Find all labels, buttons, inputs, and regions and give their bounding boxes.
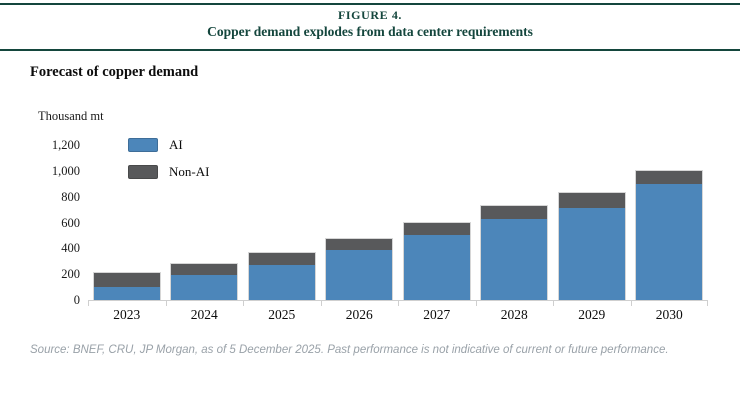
legend-label: Non-AI: [169, 164, 210, 179]
bar-column: [243, 145, 321, 300]
chart-subtitle: Forecast of copper demand: [30, 64, 199, 80]
bar-column: [88, 145, 166, 300]
legend-item: AI: [128, 137, 209, 153]
legend-swatch-non-ai: [128, 165, 158, 179]
bar-segment-ai: [248, 264, 315, 300]
bar-segment-ai: [93, 287, 160, 300]
bar-segment-ai: [558, 207, 625, 300]
bar-segment-non-ai: [326, 238, 393, 251]
stacked-bar: [557, 191, 626, 300]
stacked-bar: [480, 204, 549, 300]
x-axis-label: 2027: [423, 307, 451, 322]
y-tick-label: 200: [61, 267, 80, 282]
bar-segment-non-ai: [558, 192, 625, 208]
x-axis-label: 2030: [655, 307, 683, 322]
x-axis-tick: [165, 301, 167, 306]
x-axis-tick: [398, 301, 399, 306]
y-tick-label: 1,200: [51, 138, 80, 152]
bar-segment-ai: [403, 235, 470, 300]
y-axis: 1,200 1,000 800 600 400 200 0: [24, 138, 80, 307]
x-axis-labels: 2023 2024 2025 2026 2027 2028 2029 2030: [88, 307, 708, 323]
x-axis-tick: [475, 301, 477, 306]
source-note: Source: BNEF, CRU, JP Morgan, as of 5 De…: [30, 344, 669, 356]
bar-column: [553, 145, 631, 300]
bar-column: [476, 145, 554, 300]
x-axis-tick: [88, 301, 89, 306]
stacked-bar: [247, 251, 316, 300]
y-tick-label: 0: [73, 293, 80, 307]
x-axis-label: 2028: [500, 307, 528, 322]
bar-segment-non-ai: [636, 170, 703, 184]
y-tick-label: 400: [61, 241, 80, 256]
stacked-bar: [402, 221, 471, 300]
bar-segment-ai: [481, 218, 548, 300]
bar-segment-non-ai: [481, 205, 548, 219]
bar-segment-non-ai: [171, 263, 238, 275]
legend-swatch-ai: [128, 138, 158, 152]
figure-title: Copper demand explodes from data center …: [207, 24, 533, 39]
bar-segment-ai: [171, 274, 238, 300]
legend-item: Non-AI: [128, 164, 209, 180]
bar-segment-ai: [636, 183, 703, 300]
top-divider: [0, 3, 740, 5]
bar-segment-non-ai: [93, 272, 160, 288]
x-axis-tick: [553, 301, 554, 306]
header-divider: [0, 49, 740, 51]
legend-label: AI: [169, 137, 183, 152]
bar-segment-ai: [326, 250, 393, 300]
bar-column: [631, 145, 709, 300]
stacked-bar: [635, 169, 704, 300]
bar-segment-non-ai: [248, 252, 315, 265]
bar-column: [166, 145, 244, 300]
x-axis-label: 2029: [578, 307, 606, 322]
figure-label: FIGURE 4.: [337, 8, 403, 22]
y-tick-label: 800: [61, 189, 80, 204]
stacked-bar: [92, 271, 161, 300]
bar-segment-non-ai: [403, 222, 470, 236]
plot-area: [88, 145, 709, 306]
x-axis-tick: [630, 301, 632, 306]
x-axis-tick: [243, 301, 244, 306]
x-axis-label: 2023: [113, 307, 141, 322]
x-axis-label: 2026: [345, 307, 373, 322]
x-axis-tick: [320, 301, 322, 306]
bar-column: [398, 145, 476, 300]
bar-column: [321, 145, 399, 300]
x-axis-label: 2024: [190, 307, 218, 322]
x-axis-label: 2025: [268, 307, 296, 322]
stacked-bar: [325, 237, 394, 300]
y-axis-unit-label: Thousand mt: [38, 109, 104, 123]
x-axis-tick: [707, 301, 708, 306]
stacked-bar: [170, 262, 239, 300]
y-tick-label: 1,000: [51, 163, 80, 178]
legend: AI Non-AI: [128, 137, 209, 191]
y-tick-label: 600: [61, 215, 80, 230]
